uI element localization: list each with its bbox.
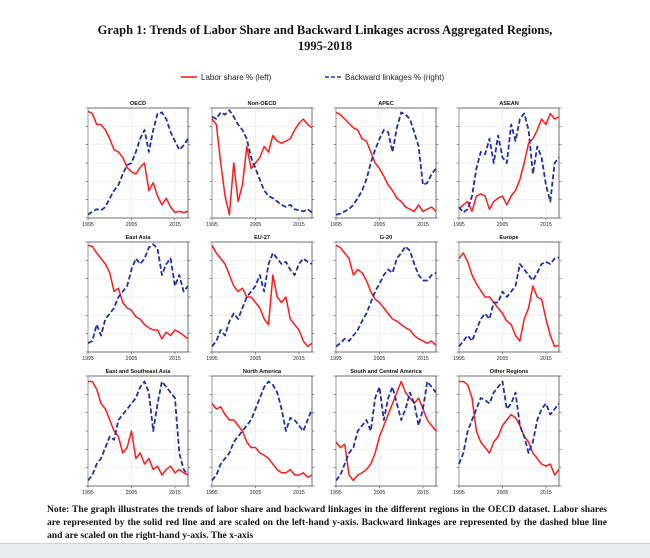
panel-g-20: G-20 1995 2005 2015 [330, 235, 439, 362]
legend: Labor share % (left) Backward linkages % … [181, 73, 444, 82]
x-tick-label: 2005 [250, 490, 262, 494]
panel-asean: ASEAN 1995 2005 2015 [453, 101, 562, 228]
labor-share-line [211, 403, 313, 478]
x-tick-label: 1995 [82, 356, 94, 362]
panel-title: North America [243, 369, 282, 375]
backward-linkage-line [87, 111, 189, 216]
panel-title: East and Southeast Asia [105, 369, 171, 375]
x-tick-label: 2015 [293, 356, 305, 362]
x-tick-label: 2015 [293, 490, 305, 494]
backward-linkage-line [335, 245, 437, 348]
figure-title: Graph 1: Trends of Labor Share and Backw… [0, 22, 650, 54]
x-tick-label: 1995 [453, 490, 465, 494]
x-tick-label: 2015 [169, 222, 181, 228]
panel-title: East Asia [126, 235, 152, 241]
x-tick-label: 2005 [250, 356, 262, 362]
x-tick-label: 1995 [82, 222, 94, 228]
panel-oecd: OECD 1995 2005 2015 [82, 101, 191, 228]
panel-eu-27: EU-27 1995 2005 2015 [206, 235, 315, 362]
panel-title: G-20 [380, 235, 392, 241]
panel-title: APEC [378, 101, 394, 107]
x-tick-label: 2005 [374, 356, 386, 362]
x-tick-label: 2005 [126, 222, 138, 228]
backward-linkage-line [335, 380, 437, 482]
panel-europe: Europe 1995 2005 2015 [453, 235, 562, 362]
title-line-2: 1995-2018 [297, 39, 353, 53]
x-tick-label: 1995 [206, 490, 218, 494]
panel-north-america: North America 1995 2005 2015 [206, 369, 315, 494]
x-tick-label: 2015 [293, 222, 305, 228]
panel-title: Other Regions [490, 369, 529, 375]
backward-linkage-line [458, 256, 560, 348]
x-tick-label: 2005 [374, 490, 386, 494]
panel-other-regions: Other Regions 1995 2005 2015 [453, 369, 562, 494]
x-tick-label: 2005 [497, 490, 509, 494]
backward-linkage-line [458, 112, 560, 214]
x-tick-label: 1995 [82, 490, 94, 494]
x-tick-label: 2015 [540, 490, 552, 494]
x-tick-label: 2005 [497, 356, 509, 362]
x-tick-label: 1995 [330, 490, 342, 494]
x-tick-label: 2015 [417, 356, 429, 362]
window-bottom-strip [0, 543, 650, 558]
labor-share-line [458, 112, 560, 213]
x-tick-label: 2015 [540, 222, 552, 228]
backward-linkage-line [458, 380, 560, 465]
labor-share-line [87, 244, 189, 340]
labor-share-line [335, 111, 437, 213]
panel-east-and-southeast-asia: East and Southeast Asia 1995 2005 2015 [82, 369, 191, 494]
x-tick-label: 2005 [250, 222, 262, 228]
labor-share-line [335, 380, 437, 482]
x-tick-label: 1995 [330, 356, 342, 362]
panel-title: Non-OECD [248, 101, 277, 107]
x-tick-label: 2015 [540, 356, 552, 362]
panel-title: EU-27 [254, 235, 270, 241]
x-tick-label: 2005 [126, 490, 138, 494]
backward-linkage-line [211, 380, 313, 482]
panel-title: South and Central America [350, 369, 422, 375]
legend-backward-label: Backward linkages % (right) [345, 73, 444, 82]
labor-share-line [211, 244, 313, 348]
x-tick-label: 2005 [497, 222, 509, 228]
x-tick-label: 1995 [453, 356, 465, 362]
panel-south-and-central-america: South and Central America 1995 2005 2015 [330, 369, 439, 494]
labor-share-line [211, 118, 313, 216]
x-tick-label: 2005 [374, 222, 386, 228]
labor-share-line [459, 380, 560, 476]
labor-share-line [88, 380, 189, 476]
legend-labor-label: Labor share % (left) [201, 73, 272, 82]
backward-linkage-line [87, 380, 189, 482]
panel-apec: APEC 1995 2005 2015 [330, 101, 439, 228]
x-tick-label: 2015 [169, 356, 181, 362]
x-tick-label: 2015 [169, 490, 181, 494]
x-tick-label: 1995 [206, 222, 218, 228]
x-tick-label: 1995 [206, 356, 218, 362]
panel-title: OECD [130, 101, 146, 107]
panel-title: Europe [499, 235, 518, 241]
labor-share-line [335, 244, 437, 346]
x-tick-label: 2015 [417, 222, 429, 228]
panel-non-oecd: Non-OECD 1995 2005 2015 [206, 101, 315, 228]
figure-note: Note: The graph illustrates the trends o… [47, 504, 607, 541]
title-line-1: Graph 1: Trends of Labor Share and Backw… [97, 23, 553, 37]
backward-linkage-line [211, 109, 313, 214]
x-tick-label: 2015 [417, 490, 429, 494]
labor-share-line [87, 110, 189, 214]
labor-share-line [458, 252, 560, 348]
panel-grid: Labor share % (left) Backward linkages % … [82, 73, 562, 494]
panel-title: ASEAN [499, 101, 519, 107]
x-tick-label: 1995 [453, 222, 465, 228]
backward-linkage-line [335, 111, 437, 216]
backward-linkage-line [211, 252, 313, 348]
panel-east-asia: East Asia 1995 2005 2015 [82, 235, 191, 362]
x-tick-label: 2005 [126, 356, 138, 362]
backward-linkage-line [87, 243, 189, 345]
x-tick-label: 1995 [330, 222, 342, 228]
